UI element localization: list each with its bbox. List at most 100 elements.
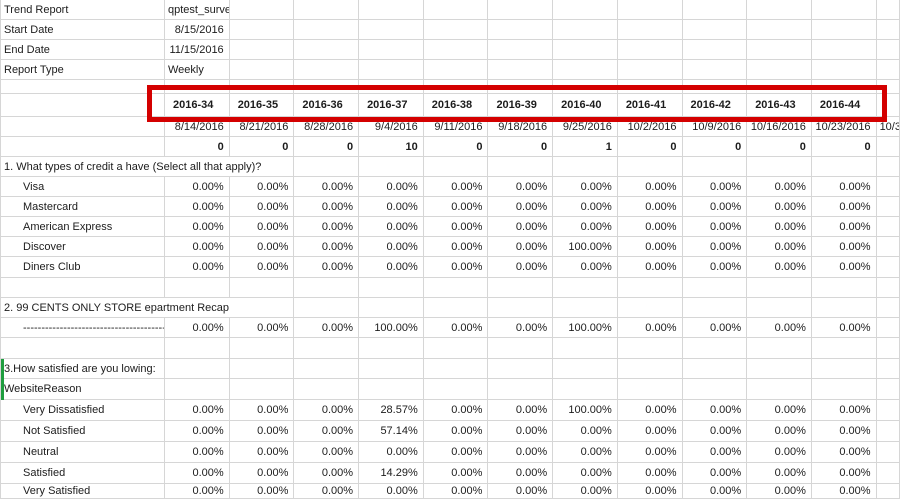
percent-cell[interactable]: 0.00% xyxy=(553,177,618,197)
empty-cell[interactable] xyxy=(682,298,748,318)
date-cell[interactable]: 9/18/2016 xyxy=(488,117,554,137)
empty-cell[interactable] xyxy=(488,359,554,379)
percent-cell[interactable]: 0.00% xyxy=(682,197,748,217)
empty-cell[interactable] xyxy=(876,257,900,278)
empty-cell[interactable] xyxy=(682,80,748,94)
empty-cell[interactable] xyxy=(229,278,295,298)
percent-cell[interactable]: 0.00% xyxy=(747,442,812,463)
empty-cell[interactable] xyxy=(617,298,683,318)
percent-cell[interactable]: 0.00% xyxy=(747,318,812,338)
percent-cell[interactable]: 0.00% xyxy=(229,257,295,278)
empty-cell[interactable] xyxy=(488,60,554,80)
date-cell[interactable]: 10/2/2016 xyxy=(617,117,683,137)
date-cell[interactable]: 8/28/2016 xyxy=(294,117,360,137)
percent-cell[interactable]: 0.00% xyxy=(617,318,683,338)
percent-cell[interactable]: 0.00% xyxy=(423,421,489,442)
percent-cell[interactable]: 0.00% xyxy=(165,318,230,338)
empty-cell[interactable] xyxy=(165,359,230,379)
empty-cell[interactable] xyxy=(876,94,900,117)
week-header-cell[interactable]: 2016-40 xyxy=(553,94,618,117)
percent-cell[interactable]: 0.00% xyxy=(811,217,877,237)
empty-cell[interactable] xyxy=(876,0,900,20)
count-cell[interactable]: 0 xyxy=(229,137,295,157)
empty-cell[interactable] xyxy=(359,0,424,20)
percent-cell[interactable]: 0.00% xyxy=(682,177,748,197)
percent-cell[interactable]: 0.00% xyxy=(229,421,295,442)
percent-cell[interactable]: 0.00% xyxy=(811,197,877,217)
percent-cell[interactable]: 0.00% xyxy=(229,237,295,257)
empty-cell[interactable] xyxy=(294,0,360,20)
percent-cell[interactable]: 0.00% xyxy=(747,257,812,278)
percent-cell[interactable]: 0.00% xyxy=(811,257,877,278)
week-header-cell[interactable]: 2016-36 xyxy=(294,94,360,117)
empty-cell[interactable] xyxy=(359,157,424,177)
percent-cell[interactable]: 0.00% xyxy=(165,484,230,499)
empty-cell[interactable] xyxy=(617,20,683,40)
percent-cell[interactable]: 100.00% xyxy=(359,318,424,338)
empty-cell[interactable] xyxy=(359,379,424,400)
count-cell[interactable]: 10 xyxy=(359,137,424,157)
empty-cell[interactable] xyxy=(876,237,900,257)
empty-cell[interactable] xyxy=(682,60,748,80)
percent-cell[interactable]: 0.00% xyxy=(229,442,295,463)
percent-cell[interactable]: 0.00% xyxy=(682,463,748,484)
meta-value-cell[interactable]: qptest_survey xyxy=(165,0,230,20)
option-label-cell[interactable]: Not Satisfied xyxy=(1,421,165,442)
empty-cell[interactable] xyxy=(359,20,424,40)
percent-cell[interactable]: 0.00% xyxy=(747,484,812,499)
percent-cell[interactable]: 0.00% xyxy=(747,400,812,421)
percent-cell[interactable]: 0.00% xyxy=(747,217,812,237)
percent-cell[interactable]: 0.00% xyxy=(811,400,877,421)
percent-cell[interactable]: 0.00% xyxy=(423,177,489,197)
week-header-cell[interactable]: 2016-41 xyxy=(617,94,683,117)
empty-cell[interactable] xyxy=(1,137,165,157)
empty-cell[interactable] xyxy=(682,278,748,298)
empty-cell[interactable] xyxy=(811,60,877,80)
empty-cell[interactable] xyxy=(811,359,877,379)
empty-cell[interactable] xyxy=(811,338,877,359)
option-label-cell[interactable]: ----------------------------------------… xyxy=(1,318,165,338)
percent-cell[interactable]: 100.00% xyxy=(553,237,618,257)
empty-cell[interactable] xyxy=(229,20,295,40)
empty-cell[interactable] xyxy=(553,40,618,60)
count-cell[interactable]: 0 xyxy=(488,137,554,157)
empty-cell[interactable] xyxy=(165,80,230,94)
percent-cell[interactable]: 0.00% xyxy=(423,400,489,421)
percent-cell[interactable]: 0.00% xyxy=(423,257,489,278)
percent-cell[interactable]: 0.00% xyxy=(617,177,683,197)
empty-cell[interactable] xyxy=(811,20,877,40)
percent-cell[interactable]: 0.00% xyxy=(359,257,424,278)
empty-cell[interactable] xyxy=(553,379,618,400)
empty-cell[interactable] xyxy=(488,0,554,20)
empty-cell[interactable] xyxy=(876,442,900,463)
option-label-cell[interactable]: Mastercard xyxy=(1,197,165,217)
empty-cell[interactable] xyxy=(1,94,165,117)
empty-cell[interactable] xyxy=(488,157,554,177)
empty-cell[interactable] xyxy=(294,157,360,177)
empty-cell[interactable] xyxy=(423,60,489,80)
count-cell[interactable]: 0 xyxy=(423,137,489,157)
empty-cell[interactable] xyxy=(876,60,900,80)
empty-cell[interactable] xyxy=(553,338,618,359)
option-label-cell[interactable]: Satisfied xyxy=(1,463,165,484)
empty-cell[interactable] xyxy=(811,40,877,60)
empty-cell[interactable] xyxy=(682,338,748,359)
empty-cell[interactable] xyxy=(359,80,424,94)
percent-cell[interactable]: 0.00% xyxy=(423,442,489,463)
empty-cell[interactable] xyxy=(359,278,424,298)
date-cell[interactable]: 8/21/2016 xyxy=(229,117,295,137)
percent-cell[interactable]: 0.00% xyxy=(488,197,554,217)
percent-cell[interactable]: 0.00% xyxy=(423,217,489,237)
percent-cell[interactable]: 0.00% xyxy=(617,484,683,499)
empty-cell[interactable] xyxy=(359,60,424,80)
percent-cell[interactable]: 0.00% xyxy=(359,442,424,463)
empty-cell[interactable] xyxy=(811,278,877,298)
empty-cell[interactable] xyxy=(229,0,295,20)
percent-cell[interactable]: 0.00% xyxy=(811,421,877,442)
date-cell-partial[interactable]: 10/30 xyxy=(876,117,900,137)
percent-cell[interactable]: 0.00% xyxy=(359,197,424,217)
percent-cell[interactable]: 0.00% xyxy=(553,217,618,237)
percent-cell[interactable]: 0.00% xyxy=(747,177,812,197)
percent-cell[interactable]: 0.00% xyxy=(229,484,295,499)
percent-cell[interactable]: 0.00% xyxy=(294,237,360,257)
